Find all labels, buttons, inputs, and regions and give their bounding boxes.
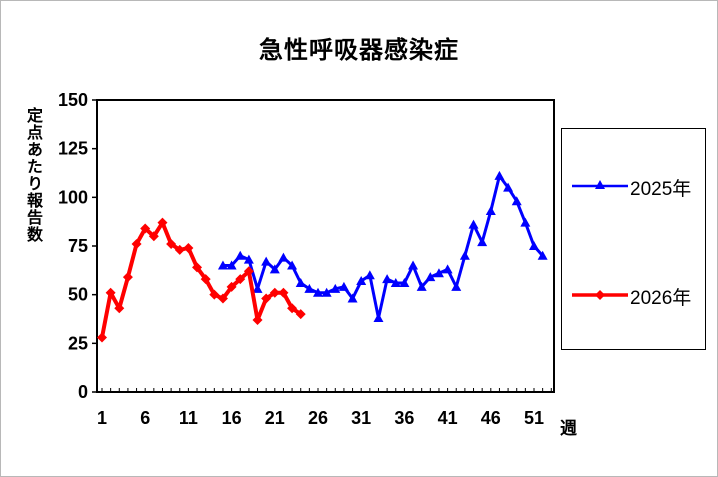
data-point-1 — [226, 281, 237, 292]
data-point-1 — [105, 287, 116, 298]
data-point-1 — [261, 293, 272, 304]
data-point-1 — [148, 231, 159, 242]
data-point-0 — [382, 274, 393, 284]
data-point-1 — [200, 274, 211, 285]
y-tick-label: 150 — [58, 90, 88, 110]
x-tick-label: 41 — [438, 408, 458, 428]
data-point-0 — [321, 287, 332, 297]
data-point-0 — [537, 250, 548, 260]
x-tick-label: 1 — [97, 408, 107, 428]
data-point-0 — [217, 260, 228, 270]
data-point-0 — [425, 272, 436, 282]
data-point-1 — [174, 244, 185, 255]
data-point-1 — [114, 303, 125, 314]
legend-label-2026: 2026年 — [630, 288, 692, 309]
data-point-0 — [235, 250, 246, 260]
data-point-0 — [416, 281, 427, 291]
data-point-0 — [364, 270, 375, 280]
series-line-1 — [100, 220, 302, 338]
data-point-0 — [390, 277, 401, 287]
y-tick-label: 125 — [58, 139, 88, 159]
y-axis-label: 定点あたり報告数 — [24, 107, 43, 243]
data-point-0 — [243, 254, 254, 264]
data-point-0 — [373, 313, 384, 323]
data-point-1 — [252, 314, 263, 325]
data-point-0 — [511, 196, 522, 206]
x-tick-label: 21 — [265, 408, 285, 428]
data-point-0 — [295, 277, 306, 287]
data-point-1 — [140, 223, 151, 234]
data-point-0 — [442, 264, 453, 274]
data-point-0 — [399, 277, 410, 287]
data-point-0 — [503, 182, 514, 192]
data-point-0 — [529, 241, 539, 250]
data-point-0 — [278, 252, 289, 262]
y-tick-label: 0 — [78, 382, 88, 402]
data-point-0 — [468, 219, 479, 229]
x-tick-label: 6 — [140, 408, 150, 428]
y-tick-label: 75 — [68, 236, 88, 256]
data-point-0 — [287, 260, 298, 270]
data-point-0 — [408, 260, 419, 270]
data-point-1 — [192, 262, 203, 273]
data-point-0 — [226, 260, 237, 270]
data-point-1 — [243, 266, 254, 277]
data-point-0 — [347, 293, 358, 303]
data-point-0 — [451, 281, 462, 291]
x-tick-label: 36 — [394, 408, 414, 428]
data-point-0 — [252, 283, 263, 293]
data-point-0 — [485, 205, 496, 215]
data-point-1 — [209, 289, 220, 300]
data-point-1 — [295, 309, 306, 320]
y-tick-label: 50 — [68, 285, 88, 305]
data-point-0 — [330, 283, 341, 293]
data-point-0 — [356, 276, 367, 286]
x-axis-label: 週 — [560, 419, 577, 439]
data-point-1 — [278, 287, 289, 298]
x-tick-label: 16 — [222, 408, 242, 428]
data-point-1 — [217, 293, 228, 304]
legend-marker-2026 — [572, 290, 628, 300]
data-point-0 — [304, 283, 315, 293]
data-point-0 — [520, 217, 531, 227]
x-tick-label: 46 — [481, 408, 501, 428]
data-point-1 — [287, 303, 298, 314]
x-tick-label: 26 — [308, 408, 328, 428]
y-tick-label: 100 — [58, 187, 88, 207]
data-point-1 — [166, 239, 177, 250]
data-point-0 — [477, 237, 488, 247]
data-point-0 — [261, 256, 272, 266]
data-point-0 — [494, 170, 505, 180]
data-point-0 — [269, 264, 280, 274]
x-tick-label: 51 — [524, 408, 544, 428]
data-point-1 — [131, 239, 142, 250]
data-point-1 — [157, 217, 168, 228]
data-point-1 — [235, 274, 246, 285]
data-point-1 — [97, 332, 107, 343]
data-point-1 — [269, 287, 280, 298]
legend-marker-2025 — [572, 180, 628, 189]
legend: 2025年 2026年 — [561, 128, 706, 350]
legend-label-2025: 2025年 — [630, 179, 692, 200]
data-point-1 — [122, 272, 133, 283]
data-point-0 — [459, 250, 470, 260]
y-tick-label: 25 — [68, 333, 88, 353]
data-point-0 — [313, 287, 323, 297]
x-tick-label: 11 — [179, 408, 198, 428]
data-point-0 — [433, 268, 444, 278]
chart-title: 急性呼吸器感染症 — [259, 36, 459, 64]
x-tick-label: 31 — [351, 408, 371, 428]
data-point-0 — [338, 281, 349, 291]
data-point-1 — [183, 242, 194, 253]
